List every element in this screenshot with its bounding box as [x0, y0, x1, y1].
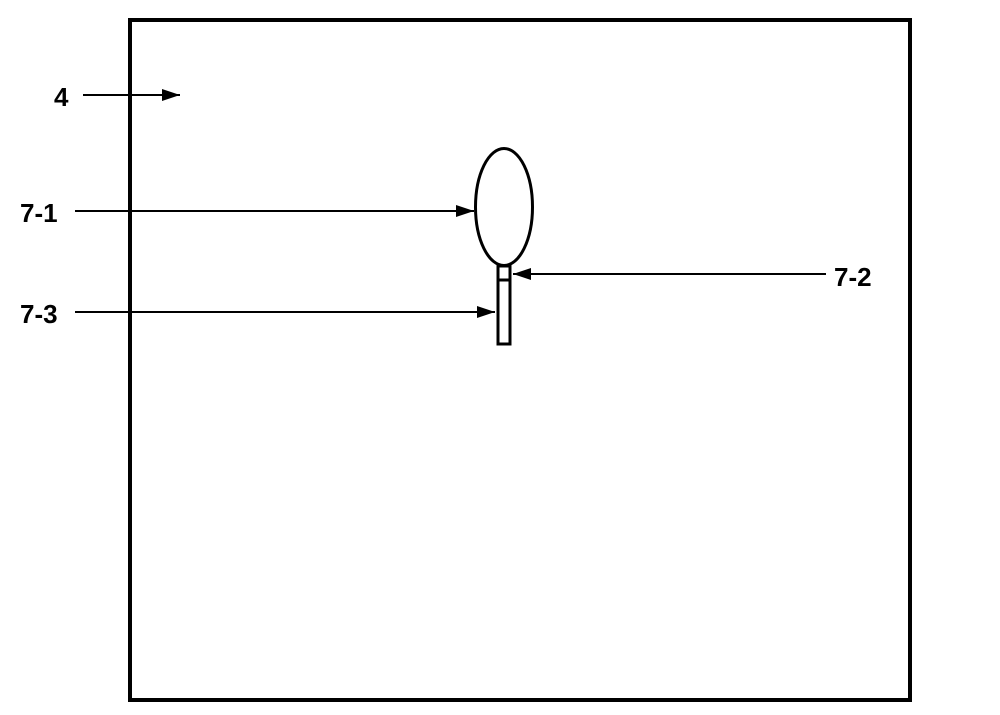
label-7-1: 7-1	[20, 198, 58, 229]
small-rect-node-7-2	[498, 266, 510, 280]
label-4: 4	[54, 82, 68, 113]
outer-box	[130, 20, 910, 700]
ellipse-node-7-1	[476, 149, 533, 266]
diagram-canvas: 4 7-1 7-3 7-2	[0, 0, 1000, 715]
diagram-svg	[0, 0, 1000, 715]
label-7-2: 7-2	[834, 262, 872, 293]
stem-rect-node-7-3	[498, 280, 510, 344]
label-7-3: 7-3	[20, 299, 58, 330]
